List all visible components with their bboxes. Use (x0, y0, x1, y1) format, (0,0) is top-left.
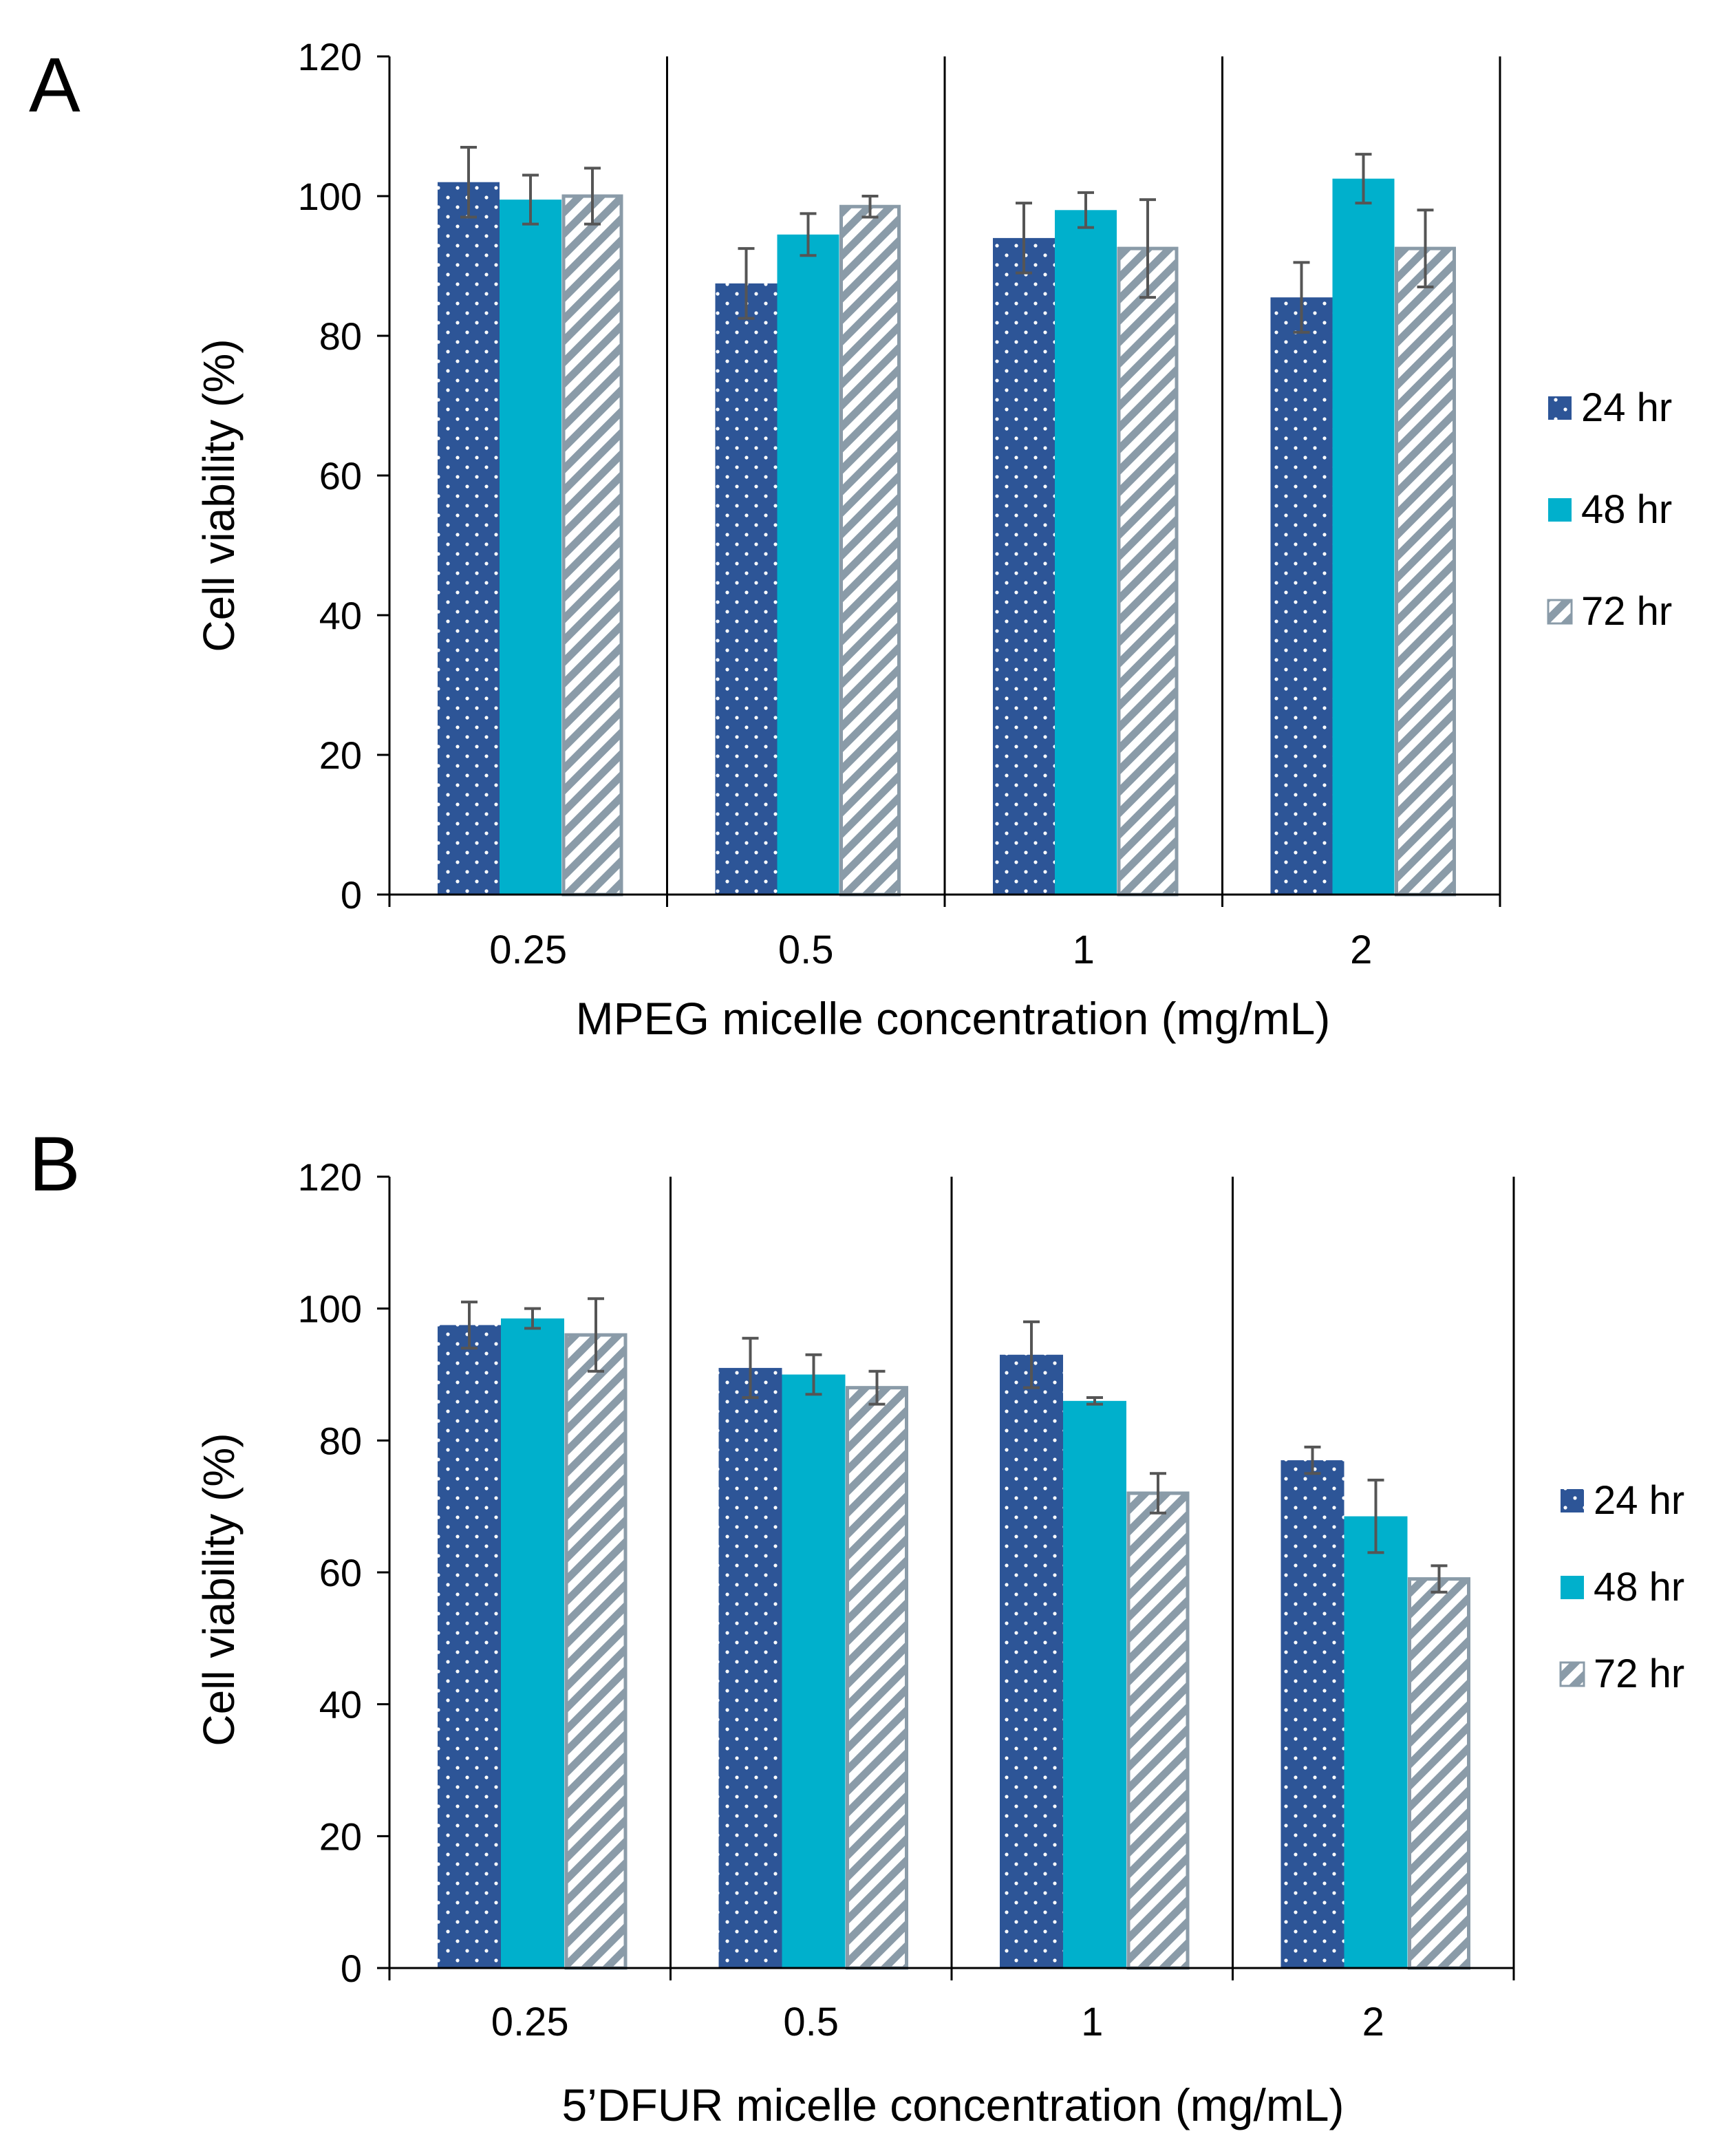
x-tick-label: 1 (1073, 928, 1095, 972)
bar (777, 234, 839, 895)
panel-a: A Cell viability (%) MPEG micelle concen… (29, 35, 1672, 1044)
bar (500, 200, 561, 895)
y-tick-label: 80 (319, 314, 362, 358)
bar (1332, 178, 1395, 895)
legend-swatch (1561, 1489, 1584, 1512)
bar (1000, 1354, 1063, 1968)
bar (1063, 1400, 1126, 1968)
legend: 24 hr 48 hr 72 hr (1547, 385, 1672, 634)
legend-label: 48 hr (1581, 487, 1672, 532)
y-axis-label: Cell viability (%) (194, 1433, 244, 1746)
legend-label: 48 hr (1594, 1565, 1684, 1610)
x-tick-label: 0.25 (491, 2000, 569, 2044)
legend-swatch (1548, 498, 1572, 522)
bar (782, 1374, 846, 1968)
legend-swatch (1559, 1661, 1585, 1687)
y-tick-label: 120 (298, 35, 362, 78)
bar (564, 1333, 628, 1970)
x-tick-label: 1 (1081, 2000, 1103, 2044)
y-tick-label: 100 (298, 175, 362, 218)
bar (1117, 246, 1179, 897)
bar (1408, 1577, 1470, 1970)
legend-label: 72 hr (1581, 589, 1672, 634)
y-tick-label: 60 (319, 1551, 362, 1594)
x-tick-label: 0.5 (783, 2000, 839, 2044)
y-tick-label: 20 (319, 734, 362, 777)
y-axis-label: Cell viability (%) (194, 339, 244, 652)
bar (438, 182, 500, 895)
y-tick-label: 40 (319, 1683, 362, 1726)
x-tick-label: 2 (1362, 2000, 1384, 2044)
bar (846, 1386, 908, 1970)
legend: 24 hr 48 hr 72 hr (1559, 1478, 1684, 1696)
y-tick-label: 80 (319, 1419, 362, 1462)
bar (1280, 1460, 1344, 1968)
bar (715, 283, 778, 895)
legend-label: 72 hr (1594, 1651, 1684, 1696)
legend-swatch (1547, 599, 1573, 625)
bar (1055, 210, 1117, 895)
bar (718, 1367, 782, 1968)
chart-plot-area-a: 0 20 40 60 80 100 120 0.25 0.5 1 2 24 hr 48 hr 72 hr (298, 35, 1673, 972)
panel-label-a: A (29, 42, 81, 128)
panel-label-b: B (29, 1121, 81, 1207)
bar (438, 1325, 501, 1968)
y-tick-label: 0 (341, 873, 362, 917)
chart-plot-area-b: 0 20 40 60 80 100 120 0.25 0.5 1 2 24 hr 48 hr 72 hr (298, 1155, 1685, 2044)
y-tick-label: 20 (319, 1815, 362, 1858)
bar (1270, 297, 1333, 895)
legend-swatch (1561, 1576, 1584, 1599)
legend-swatch (1548, 396, 1572, 420)
bar (1344, 1516, 1408, 1968)
bar (839, 204, 901, 897)
panel-b: B Cell viability (%) 5’DFUR micelle conc… (29, 1121, 1684, 2130)
bar (561, 194, 623, 897)
bar (1126, 1491, 1190, 1970)
x-tick-label: 0.25 (489, 928, 567, 972)
bar (993, 237, 1055, 895)
y-tick-label: 40 (319, 594, 362, 637)
x-axis-label: 5’DFUR micelle concentration (mg/mL) (562, 2079, 1344, 2130)
y-tick-label: 120 (298, 1155, 362, 1199)
y-tick-label: 60 (319, 454, 362, 498)
bar (501, 1318, 564, 1968)
x-tick-label: 2 (1350, 928, 1372, 972)
legend-label: 24 hr (1594, 1478, 1684, 1523)
bar (1395, 246, 1456, 897)
x-tick-label: 0.5 (778, 928, 834, 972)
y-tick-label: 0 (341, 1947, 362, 1990)
legend-label: 24 hr (1581, 385, 1672, 430)
x-axis-label: MPEG micelle concentration (mg/mL) (576, 993, 1331, 1044)
y-tick-label: 100 (298, 1287, 362, 1331)
